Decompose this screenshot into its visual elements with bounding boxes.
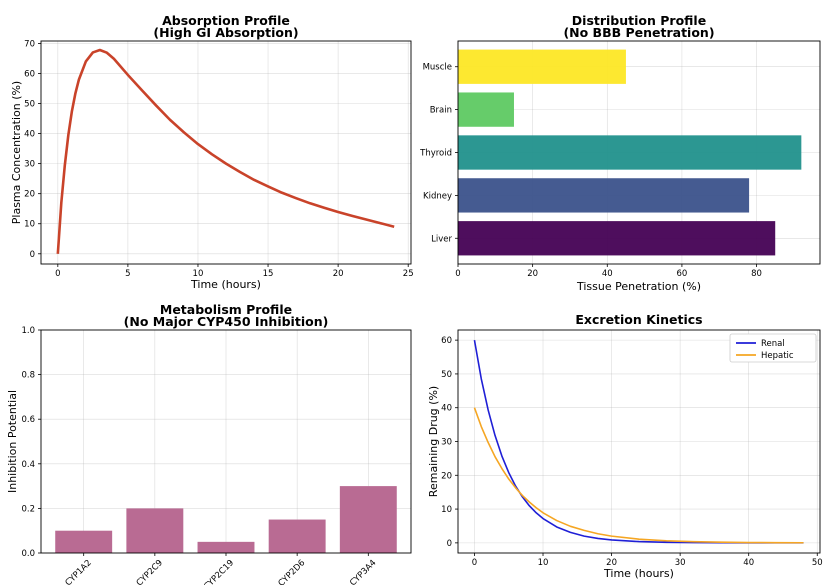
x-tick-label: CYP2C9 <box>135 558 165 585</box>
y-tick-label: 20 <box>24 190 35 200</box>
chart-title-line-2: (No BBB Penetration) <box>563 25 714 40</box>
x-axis-label: Time (hours) <box>190 278 261 291</box>
bar-cyp2d6 <box>268 519 326 553</box>
bar-cyp3a4 <box>339 486 397 553</box>
bar-thyroid <box>458 135 802 170</box>
y-tick-label: 20 <box>441 471 452 481</box>
y-tick-label: 50 <box>441 370 452 380</box>
x-tick-label: 20 <box>527 269 538 279</box>
x-tick-label: 40 <box>602 269 613 279</box>
absorption-panel: 0 5 10 15 20 25 0 10 20 30 40 50 60 70 Time (hours) Pla… <box>10 13 414 291</box>
bar-brain <box>458 92 514 127</box>
x-tick-label: 10 <box>193 269 204 279</box>
metabolism-panel: 0.0 0.2 0.4 0.6 0.8 1.0 CYP1A2 CYP2C9 CYP2C19 CYP… <box>6 302 412 585</box>
y-tick-label: 30 <box>441 438 452 448</box>
x-tick-label: CYP2C19 <box>202 558 236 585</box>
y-tick-label: 60 <box>24 69 35 79</box>
y-axis-label: Plasma Concentration (%) <box>10 81 23 224</box>
x-tick-label: 0 <box>472 558 477 568</box>
x-tick-label: 0 <box>55 269 60 279</box>
y-tick-label: 0.0 <box>21 549 35 559</box>
legend: Renal Hepatic <box>729 333 817 363</box>
chart-title-line-2: (High GI Absorption) <box>153 25 298 40</box>
x-tick-label: CYP1A2 <box>64 558 94 585</box>
y-tick-label: 10 <box>441 505 452 515</box>
x-tick-label: 20 <box>333 269 344 279</box>
x-tick-label: CYP2D6 <box>277 558 308 585</box>
y-tick-label: 10 <box>24 220 35 230</box>
bar-kidney <box>458 178 750 213</box>
x-tick-label: CYP3A4 <box>348 558 378 585</box>
chart-title-line-1: Absorption Profile <box>162 13 290 28</box>
y-tick-label: 40 <box>441 404 452 414</box>
chart-title-line-1: Metabolism Profile <box>160 302 292 317</box>
y-tick-label: Liver <box>431 234 452 244</box>
y-tick-label: Thyroid <box>419 149 452 159</box>
bar-cyp2c9 <box>126 508 184 553</box>
y-tick-label: 70 <box>24 39 35 49</box>
y-tick-label: 0.2 <box>21 504 35 514</box>
chart-title-line-2: (No Major CYP450 Inhibition) <box>124 314 329 329</box>
x-tick-label: 50 <box>812 558 823 568</box>
bar-liver <box>458 221 776 256</box>
y-tick-label: 0.8 <box>21 371 35 381</box>
x-tick-label: 30 <box>675 558 686 568</box>
x-tick-label: 5 <box>125 269 130 279</box>
y-tick-label: Brain <box>430 106 452 116</box>
y-axis-label: Inhibition Potential <box>6 390 19 493</box>
x-axis-label: Time (hours) <box>603 567 674 580</box>
y-tick-label: 0 <box>30 250 35 260</box>
y-tick-label: 1.0 <box>21 326 35 336</box>
series-line-hepatic <box>473 407 804 544</box>
y-axis-label: Remaining Drug (%) <box>427 386 440 497</box>
y-tick-label: 30 <box>24 160 35 170</box>
x-tick-label: 10 <box>538 558 549 568</box>
y-tick-label: 0 <box>447 539 452 549</box>
y-tick-label: 60 <box>441 336 452 346</box>
y-tick-label: 0.4 <box>21 460 35 470</box>
bar-cyp1a2 <box>55 530 113 553</box>
bar-cyp2c19 <box>197 541 255 553</box>
axes-frame <box>40 40 412 265</box>
x-tick-label: 80 <box>751 269 762 279</box>
y-tick-label: Kidney <box>423 191 452 201</box>
bar-muscle <box>458 49 626 84</box>
x-axis-label: Tissue Penetration (%) <box>576 280 701 293</box>
x-tick-label: 20 <box>606 558 617 568</box>
series-line-main <box>56 48 395 254</box>
x-tick-label: 25 <box>403 269 414 279</box>
legend-label-hepatic: Hepatic <box>761 351 794 361</box>
chart-title-line-1: Excretion Kinetics <box>575 312 702 327</box>
chart-title-line-1: Distribution Profile <box>572 13 706 28</box>
x-tick-label: 15 <box>263 269 274 279</box>
excretion-panel: 0 10 20 30 40 50 0 10 20 30 40 50 60 Time (hours) Rema… <box>427 312 823 580</box>
x-tick-label: 60 <box>677 269 688 279</box>
legend-label-renal: Renal <box>761 339 785 349</box>
y-tick-label: Muscle <box>423 63 452 73</box>
y-tick-label: 0.6 <box>21 415 35 425</box>
y-tick-label: 50 <box>24 100 35 110</box>
y-tick-label: 40 <box>24 130 35 140</box>
x-tick-label: 0 <box>455 269 460 279</box>
x-tick-label: 40 <box>743 558 754 568</box>
distribution-panel: 0 20 40 60 80 Liver Kidney Thyroid Brain Muscle Ti… <box>419 13 821 293</box>
